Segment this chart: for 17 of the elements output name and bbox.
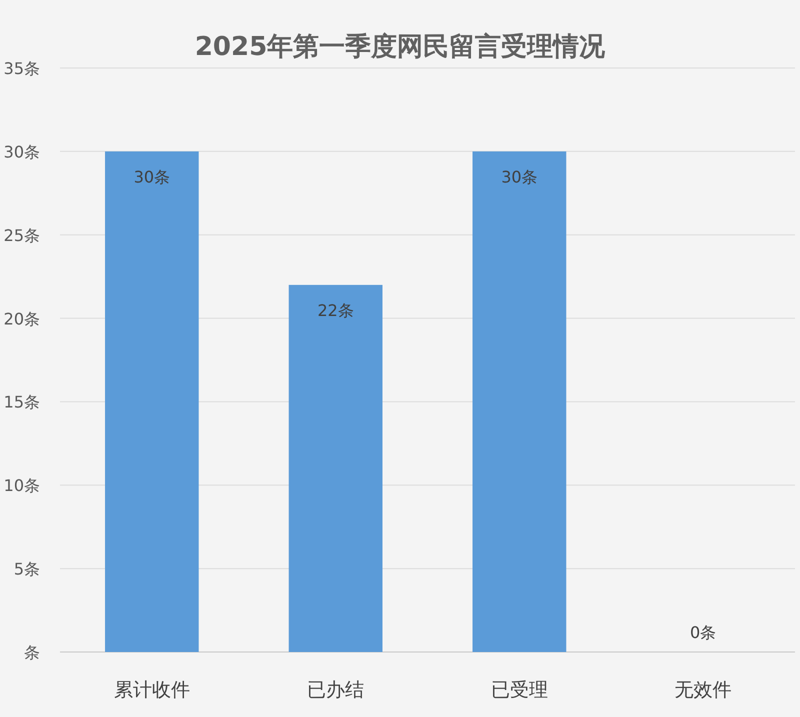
y-tick-label: 35条 — [4, 59, 40, 78]
y-tick-label: 15条 — [4, 392, 40, 412]
y-tick-label: 20条 — [4, 309, 40, 328]
chart-title: 2025年第一季度网民留言受理情况 — [194, 32, 606, 62]
data-label: 0条 — [690, 623, 716, 642]
y-tick-label: 25条 — [4, 226, 40, 245]
data-label: 30条 — [134, 167, 170, 186]
x-tick-label: 累计收件 — [114, 679, 190, 701]
y-tick-label: 5条 — [14, 560, 40, 579]
y-tick-label: 条 — [24, 643, 40, 662]
y-tick-label: 30条 — [4, 142, 40, 162]
x-tick-label: 已办结 — [307, 679, 364, 701]
data-label: 22条 — [317, 300, 354, 320]
x-tick-label: 已受理 — [490, 679, 548, 701]
y-tick-label: 10条 — [4, 476, 40, 496]
data-label: 30条 — [501, 167, 538, 186]
x-tick-label: 无效件 — [674, 679, 732, 701]
